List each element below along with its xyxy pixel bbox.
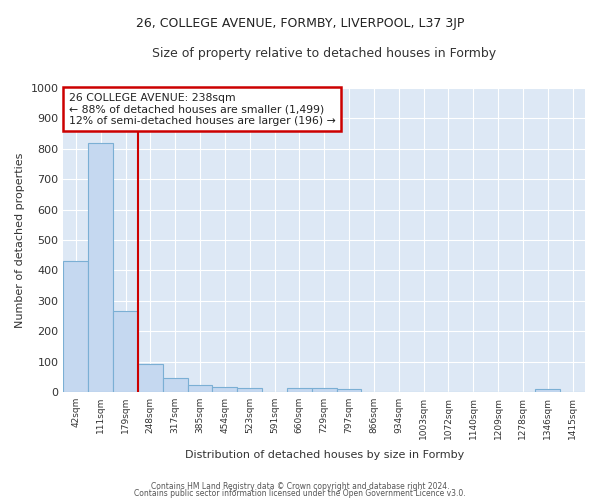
X-axis label: Distribution of detached houses by size in Formby: Distribution of detached houses by size …	[185, 450, 464, 460]
Bar	[312, 388, 337, 392]
Bar	[337, 389, 361, 392]
Bar	[188, 385, 212, 392]
Bar	[237, 388, 262, 392]
Bar	[212, 388, 237, 392]
Bar	[163, 378, 188, 392]
Bar	[64, 261, 88, 392]
Bar	[287, 388, 312, 392]
Bar	[113, 312, 138, 392]
Text: Contains HM Land Registry data © Crown copyright and database right 2024.: Contains HM Land Registry data © Crown c…	[151, 482, 449, 491]
Text: 26, COLLEGE AVENUE, FORMBY, LIVERPOOL, L37 3JP: 26, COLLEGE AVENUE, FORMBY, LIVERPOOL, L…	[136, 18, 464, 30]
Bar	[138, 364, 163, 392]
Text: 26 COLLEGE AVENUE: 238sqm
← 88% of detached houses are smaller (1,499)
12% of se: 26 COLLEGE AVENUE: 238sqm ← 88% of detac…	[68, 92, 335, 126]
Y-axis label: Number of detached properties: Number of detached properties	[15, 152, 25, 328]
Text: Contains public sector information licensed under the Open Government Licence v3: Contains public sector information licen…	[134, 490, 466, 498]
Bar	[88, 142, 113, 392]
Bar	[535, 389, 560, 392]
Title: Size of property relative to detached houses in Formby: Size of property relative to detached ho…	[152, 48, 496, 60]
